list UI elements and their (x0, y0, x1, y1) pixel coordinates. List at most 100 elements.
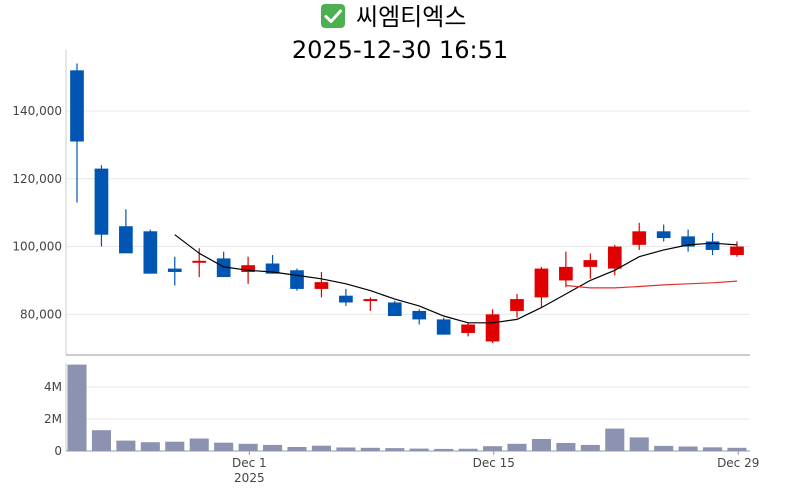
candle-body (314, 282, 329, 289)
volume-bar (385, 448, 405, 451)
candle (412, 309, 427, 325)
volume-panel: 0 2M 4M (44, 363, 750, 458)
volume-bar (311, 445, 331, 451)
candle-body (70, 70, 84, 142)
candle (216, 251, 231, 278)
volume-bar (189, 438, 209, 451)
candle (363, 297, 378, 311)
candle-body (461, 324, 475, 333)
volume-bar (287, 447, 307, 451)
volume-tick-label: 0 (54, 444, 62, 458)
price-y-axis-ticks: 80,000 100,000 120,000 140,000 (12, 104, 62, 321)
candle (681, 229, 695, 252)
volume-tick-label: 2M (44, 412, 62, 426)
x-tick-sublabel: 2025 (234, 471, 265, 485)
candle (730, 241, 744, 257)
candle-body (216, 258, 231, 278)
candle-body (412, 310, 427, 320)
candle (485, 309, 500, 344)
candle (534, 266, 549, 308)
price-gridlines (66, 110, 750, 315)
volume-bar (360, 447, 380, 451)
candle (167, 256, 182, 286)
x-tick-label: Dec 15 (473, 456, 515, 470)
ma-short-line (174, 234, 738, 324)
candle-body (290, 270, 304, 289)
volume-bar (727, 447, 747, 451)
chart-title-time: 2025-12-30 16:51 (292, 36, 508, 64)
candle-body (387, 302, 402, 317)
candle (143, 229, 158, 274)
price-tick-label: 100,000 (12, 240, 62, 254)
candle-body (534, 268, 549, 298)
volume-gridlines (66, 386, 750, 420)
volume-tick-label: 4M (44, 380, 62, 394)
x-tick-label: Dec 1 (232, 456, 267, 470)
volume-bar (263, 444, 283, 451)
volume-bar (336, 447, 356, 451)
price-tick-label: 80,000 (20, 307, 62, 321)
x-tick-label: Dec 29 (717, 456, 759, 470)
candle-body (339, 295, 353, 303)
candle-body (167, 268, 182, 272)
volume-bars (67, 364, 747, 451)
volume-bar (531, 439, 551, 451)
candle-body (559, 266, 573, 281)
candle-body (241, 265, 255, 272)
candle-body (265, 263, 280, 274)
volume-bar (556, 443, 576, 451)
volume-bar (678, 446, 698, 451)
candle-body (143, 231, 158, 274)
candle (265, 255, 280, 274)
volume-bar (116, 440, 136, 451)
volume-bar (580, 444, 600, 451)
candle-body (485, 314, 500, 342)
volume-bar (483, 446, 503, 451)
candle (559, 251, 573, 288)
candle-body (436, 319, 451, 335)
candle (632, 222, 647, 250)
candle-body (632, 231, 647, 245)
volume-bar (140, 442, 160, 451)
candle-body (730, 246, 744, 256)
candle (436, 317, 451, 335)
price-tick-label: 140,000 (12, 104, 62, 118)
candle-body (94, 168, 109, 235)
volume-y-axis-ticks: 0 2M 4M (44, 380, 62, 458)
candle (510, 294, 524, 318)
candle-body (705, 241, 720, 250)
candle-body (656, 231, 671, 239)
volume-bar (238, 443, 258, 451)
candle (119, 209, 133, 254)
candle (656, 224, 671, 242)
price-tick-label: 120,000 (12, 172, 62, 186)
volume-bar (165, 441, 185, 451)
candle-body (510, 299, 524, 311)
check-mark-button-icon (321, 4, 345, 28)
volume-bar (434, 448, 454, 451)
volume-bar (654, 445, 674, 451)
candle-body (363, 299, 378, 302)
candle (94, 165, 109, 247)
ma-long-line (565, 280, 738, 289)
chart-title: 씨엠티엑스 2025-12-30 16:51 (292, 3, 508, 64)
volume-bar (507, 443, 527, 451)
volume-bar (91, 430, 111, 451)
candle-body (119, 226, 133, 254)
volume-bar (605, 428, 625, 451)
candle-body (583, 260, 598, 267)
chart-title-name: 씨엠티엑스 (356, 3, 466, 31)
candle-body (681, 236, 695, 247)
candles (70, 63, 744, 344)
volume-bar (458, 448, 478, 451)
candle (70, 63, 84, 203)
candle-body (192, 260, 207, 263)
volume-bar (67, 364, 87, 451)
candle (339, 288, 353, 306)
price-panel: 80,000 100,000 120,000 140,000 (12, 50, 750, 356)
candle (290, 268, 304, 291)
candle-body (607, 246, 622, 269)
candle (387, 300, 402, 317)
